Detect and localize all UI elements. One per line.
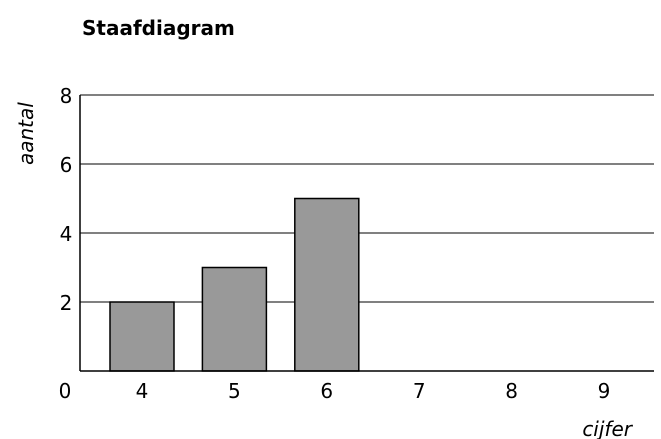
y-tick-label-8: 8 (60, 84, 73, 108)
bar-4 (109, 301, 175, 372)
y-tick-label-2: 2 (60, 291, 73, 315)
bars (109, 197, 360, 372)
x-tick-label-4: 4 (136, 379, 149, 403)
y-tick-label-4: 4 (60, 222, 73, 246)
x-tick-label-9: 9 (598, 379, 611, 403)
x-tick-label-8: 8 (505, 379, 518, 403)
chart-title: Staafdiagram (82, 16, 235, 40)
y-axis-label: aantal (14, 102, 38, 165)
x-tick-label-6: 6 (320, 379, 333, 403)
bar-5 (201, 266, 268, 372)
x-axis-label: cijfer (582, 417, 633, 439)
y-tick-label-6: 6 (60, 153, 73, 177)
x-tick-label-5: 5 (228, 379, 241, 403)
x-tick-label-7: 7 (413, 379, 426, 403)
x-tick-labels: 4 5 6 7 8 9 (136, 379, 611, 403)
bar-6 (294, 197, 360, 372)
origin-label: 0 (59, 379, 72, 403)
grid-lines (80, 94, 654, 303)
y-tick-labels: 2 4 6 8 (60, 84, 73, 315)
